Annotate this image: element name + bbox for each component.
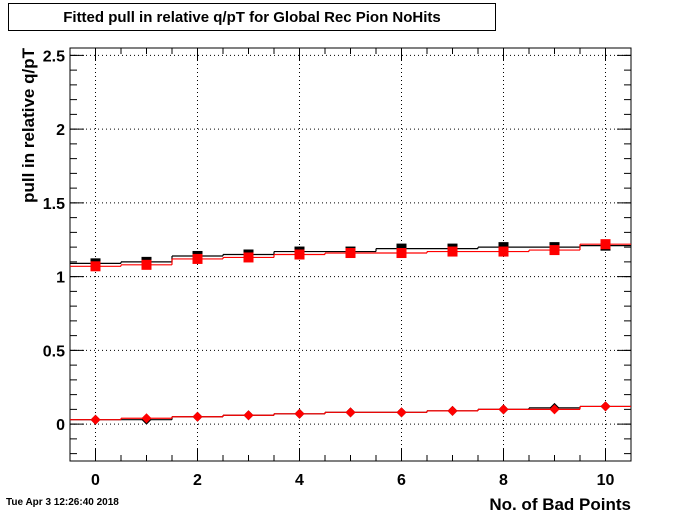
- series-3-point: [243, 410, 254, 421]
- x-tick-label: 6: [397, 472, 406, 489]
- y-tick-label: 1.5: [43, 196, 65, 213]
- x-tick-label: 4: [295, 472, 304, 489]
- series-1-point: [345, 248, 356, 259]
- x-tick-label: 8: [499, 472, 508, 489]
- y-axis-title: pull in relative q/pT: [19, 47, 38, 203]
- series-1-point: [141, 259, 152, 270]
- series-3-point: [294, 408, 305, 419]
- series-3: [70, 401, 631, 425]
- grid: [70, 48, 631, 461]
- series-1-point: [243, 252, 254, 263]
- x-tick-label: 2: [193, 472, 202, 489]
- series-1-point: [294, 249, 305, 260]
- timestamp: Tue Apr 3 12:26:40 2018: [6, 497, 119, 508]
- series-1-point: [600, 239, 611, 250]
- series-3-point: [345, 407, 356, 418]
- tick-labels: 0 2 4 6 8 10 0 0.5 1 1.5 2 2.5: [43, 48, 615, 489]
- y-tick-label: 2.5: [43, 48, 65, 65]
- series-3-point: [447, 405, 458, 416]
- series-3-point: [600, 401, 611, 412]
- y-tick-label: 2: [56, 122, 65, 139]
- series-3-point: [192, 411, 203, 422]
- series-1-point: [549, 245, 560, 256]
- series-1-point: [447, 246, 458, 257]
- series-1-point: [192, 253, 203, 264]
- series-3-point: [396, 407, 407, 418]
- y-tick-label: 0: [56, 417, 65, 434]
- x-tick-label: 0: [91, 472, 100, 489]
- series-3-point: [90, 414, 101, 425]
- series-layer: [70, 239, 631, 425]
- series-3-point: [141, 413, 152, 424]
- series-3-point: [549, 404, 560, 415]
- series-1-point: [396, 248, 407, 259]
- series-1-point: [498, 246, 509, 257]
- x-axis-title: No. of Bad Points: [489, 495, 631, 514]
- x-tick-label: 10: [597, 472, 615, 489]
- y-tick-label: 1: [56, 270, 65, 287]
- series-3-point: [498, 404, 509, 415]
- chart-title: Fitted pull in relative q/pT for Global …: [8, 3, 496, 31]
- axis-ticks: [69, 48, 632, 461]
- y-tick-label: 0.5: [43, 343, 65, 360]
- series-1-point: [90, 261, 101, 272]
- series-1: [70, 239, 631, 272]
